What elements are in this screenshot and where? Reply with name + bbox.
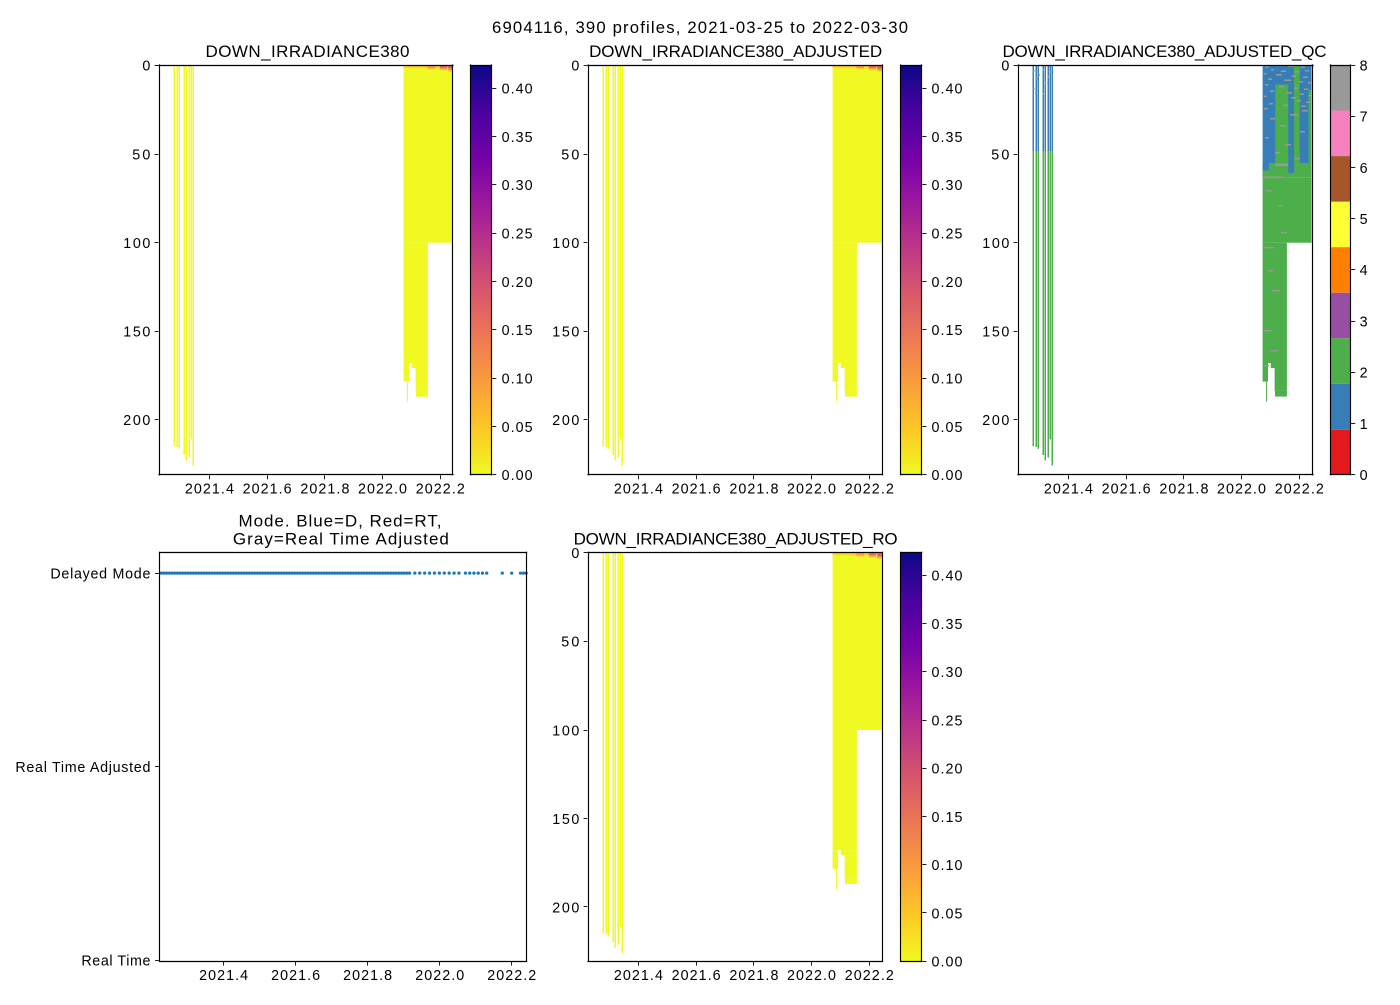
- svg-text:2021.6: 2021.6: [672, 968, 721, 984]
- svg-text:2021.6: 2021.6: [243, 481, 292, 497]
- svg-text:2021.8: 2021.8: [300, 481, 349, 497]
- svg-text:0.10: 0.10: [932, 858, 963, 874]
- svg-text:2021.8: 2021.8: [729, 968, 778, 984]
- svg-text:0: 0: [142, 59, 150, 75]
- svg-text:0: 0: [571, 546, 579, 562]
- svg-text:6: 6: [1360, 161, 1368, 177]
- svg-text:2021.6: 2021.6: [672, 481, 721, 497]
- svg-text:150: 150: [552, 325, 579, 341]
- svg-text:2022.0: 2022.0: [787, 481, 836, 497]
- svg-text:8: 8: [1360, 58, 1368, 74]
- svg-text:0.05: 0.05: [932, 906, 963, 922]
- svg-text:2021.8: 2021.8: [729, 481, 778, 497]
- svg-text:5: 5: [1360, 212, 1368, 228]
- svg-text:0.40: 0.40: [932, 569, 963, 585]
- svg-text:0.15: 0.15: [932, 323, 963, 339]
- svg-text:0: 0: [1001, 59, 1009, 75]
- svg-text:200: 200: [123, 413, 150, 429]
- svg-text:0.35: 0.35: [502, 130, 533, 146]
- svg-text:3: 3: [1360, 314, 1368, 330]
- svg-text:0.15: 0.15: [502, 323, 533, 339]
- svg-text:100: 100: [982, 236, 1009, 252]
- svg-text:100: 100: [552, 724, 579, 740]
- svg-text:0.40: 0.40: [502, 82, 533, 98]
- svg-text:2022.2: 2022.2: [845, 481, 894, 497]
- svg-text:0.10: 0.10: [502, 371, 533, 387]
- svg-text:2021.4: 2021.4: [1044, 481, 1093, 497]
- svg-text:0.00: 0.00: [502, 468, 533, 484]
- svg-text:2: 2: [1360, 366, 1368, 382]
- svg-text:0.20: 0.20: [932, 275, 963, 291]
- svg-text:2021.4: 2021.4: [185, 481, 234, 497]
- svg-text:DOWN_IRRADIANCE380_ADJUSTED: DOWN_IRRADIANCE380_ADJUSTED: [589, 42, 882, 61]
- svg-text:0: 0: [571, 59, 579, 75]
- svg-text:Real Time Adjusted: Real Time Adjusted: [15, 760, 150, 776]
- svg-text:7: 7: [1360, 110, 1368, 126]
- svg-text:DOWN_IRRADIANCE380: DOWN_IRRADIANCE380: [206, 42, 410, 61]
- svg-text:200: 200: [982, 413, 1009, 429]
- svg-text:0.25: 0.25: [502, 227, 533, 243]
- svg-text:0.10: 0.10: [932, 371, 963, 387]
- svg-text:Mode. Blue=D, Red=RT,: Mode. Blue=D, Red=RT,: [239, 511, 442, 530]
- svg-text:2021.4: 2021.4: [199, 968, 248, 984]
- svg-text:0.15: 0.15: [932, 810, 963, 826]
- svg-text:150: 150: [123, 325, 150, 341]
- svg-text:2021.4: 2021.4: [614, 481, 663, 497]
- svg-text:2022.2: 2022.2: [845, 968, 894, 984]
- svg-text:0.30: 0.30: [932, 665, 963, 681]
- svg-text:2022.0: 2022.0: [787, 968, 836, 984]
- svg-text:0.05: 0.05: [502, 420, 533, 436]
- svg-text:4: 4: [1360, 263, 1368, 279]
- svg-text:2021.8: 2021.8: [343, 968, 392, 984]
- svg-text:2021.8: 2021.8: [1159, 481, 1208, 497]
- svg-text:2022.0: 2022.0: [415, 968, 464, 984]
- svg-text:2022.2: 2022.2: [487, 968, 536, 984]
- svg-text:0.25: 0.25: [932, 713, 963, 729]
- svg-text:2021.4: 2021.4: [614, 968, 663, 984]
- svg-text:150: 150: [552, 812, 579, 828]
- svg-text:0.00: 0.00: [932, 468, 963, 484]
- svg-text:6904116, 390 profiles, 2021-03: 6904116, 390 profiles, 2021-03-25 to 202…: [492, 18, 908, 37]
- svg-text:0.30: 0.30: [932, 178, 963, 194]
- svg-text:2022.2: 2022.2: [416, 481, 465, 497]
- svg-text:2022.0: 2022.0: [1217, 481, 1266, 497]
- svg-text:DOWN_IRRADIANCE380_ADJUSTED_QC: DOWN_IRRADIANCE380_ADJUSTED_QC: [1003, 42, 1327, 61]
- svg-text:0.35: 0.35: [932, 617, 963, 633]
- svg-text:1: 1: [1360, 417, 1368, 433]
- svg-text:2022.0: 2022.0: [358, 481, 407, 497]
- svg-text:2022.2: 2022.2: [1275, 481, 1324, 497]
- svg-text:0.40: 0.40: [932, 82, 963, 98]
- svg-text:100: 100: [123, 236, 150, 252]
- svg-text:Delayed Mode: Delayed Mode: [50, 566, 150, 582]
- svg-text:0.35: 0.35: [932, 130, 963, 146]
- svg-text:DOWN_IRRADIANCE380_ADJUSTED_RO: DOWN_IRRADIANCE380_ADJUSTED_RO: [574, 530, 898, 549]
- svg-text:0.25: 0.25: [932, 227, 963, 243]
- svg-text:0.20: 0.20: [932, 762, 963, 778]
- svg-text:200: 200: [552, 413, 579, 429]
- svg-text:0.00: 0.00: [932, 955, 963, 971]
- svg-text:2021.6: 2021.6: [271, 968, 320, 984]
- svg-text:150: 150: [982, 325, 1009, 341]
- svg-text:Real Time: Real Time: [81, 953, 150, 969]
- svg-text:100: 100: [552, 236, 579, 252]
- svg-text:0.30: 0.30: [502, 178, 533, 194]
- svg-text:0.20: 0.20: [502, 275, 533, 291]
- svg-text:2021.6: 2021.6: [1102, 481, 1151, 497]
- svg-text:Gray=Real Time Adjusted: Gray=Real Time Adjusted: [233, 530, 449, 549]
- svg-text:0.05: 0.05: [932, 420, 963, 436]
- svg-text:0: 0: [1360, 468, 1368, 484]
- svg-text:200: 200: [552, 900, 579, 916]
